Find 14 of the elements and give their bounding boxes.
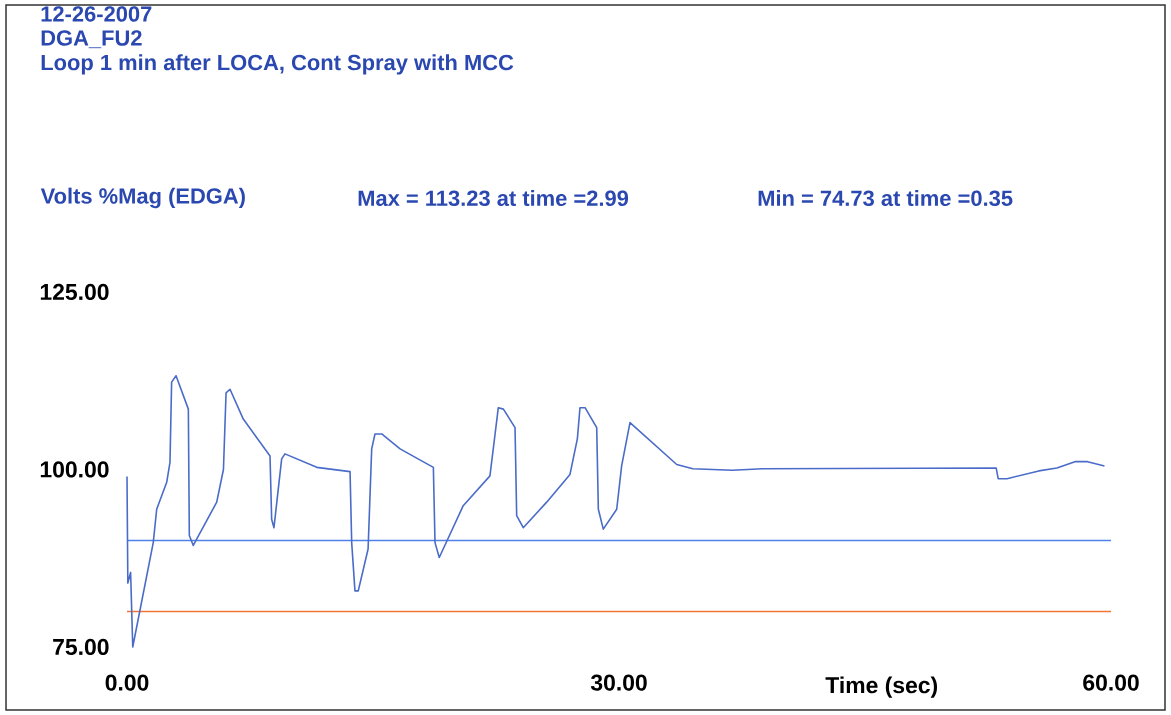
x-tick-label: 60.00 bbox=[1083, 674, 1139, 691]
x-tick-label: 30.00 bbox=[590, 674, 647, 691]
text: Loop 1 min after LOCA, Cont Spray with MCC bbox=[41, 54, 514, 75]
y-tick-label: 100.00 bbox=[40, 461, 109, 478]
x-axis-title: Time (sec) bbox=[825, 676, 938, 698]
y-tick-label: 125.00 bbox=[40, 283, 109, 301]
text: Min = 74.73 at time =0.35 bbox=[758, 189, 1013, 207]
y-axis-title: Volts %Mag (EDGA) bbox=[40, 187, 245, 209]
line-series bbox=[126, 374, 1106, 648]
x-tick-label: 0.00 bbox=[105, 674, 149, 691]
y-tick-label: 75.00 bbox=[53, 638, 109, 656]
chart-subtitle: DGA_FU2 bbox=[41, 30, 142, 49]
text: Max = 113.23 at time =2.99 bbox=[358, 189, 629, 207]
chart-title: 12-26-2007 bbox=[41, 6, 152, 22]
